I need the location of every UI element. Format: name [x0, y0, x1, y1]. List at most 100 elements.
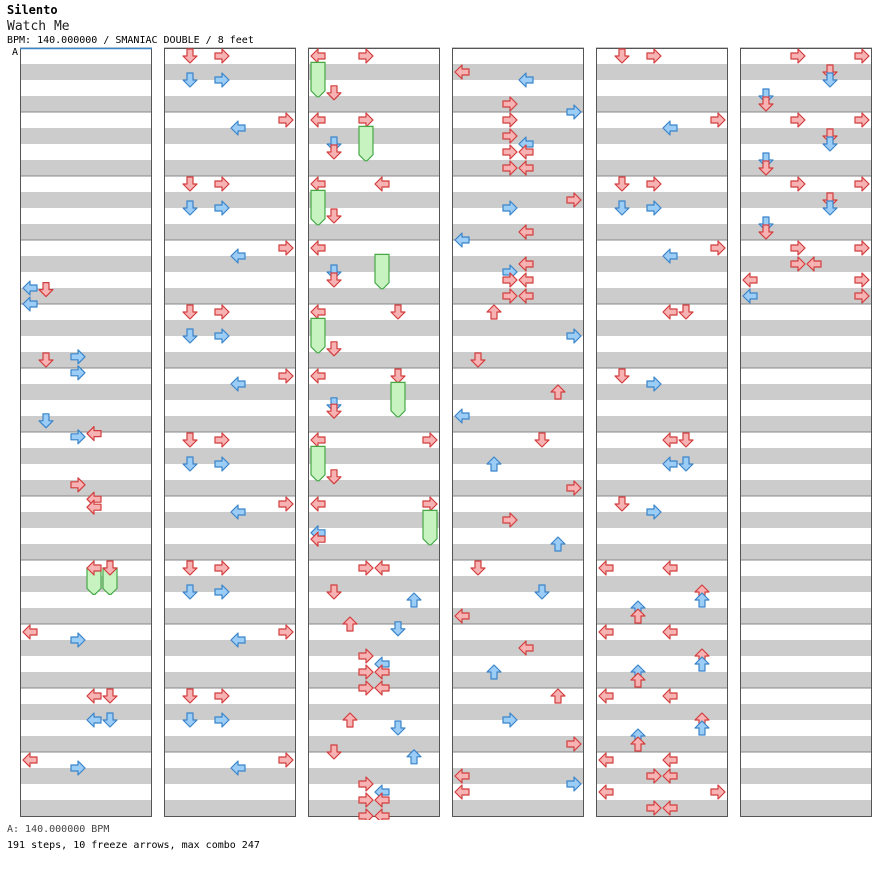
beat-stripe: [740, 64, 872, 80]
beat-stripe: [308, 384, 440, 400]
step-arrow: [678, 456, 694, 472]
beat-stripe: [596, 128, 728, 144]
step-arrow: [710, 240, 726, 256]
step-arrow: [70, 365, 86, 381]
step-arrow: [566, 104, 582, 120]
step-arrow: [182, 432, 198, 448]
step-arrow: [278, 112, 294, 128]
beat-stripe: [740, 448, 872, 464]
step-arrow: [374, 792, 390, 808]
step-arrow: [374, 664, 390, 680]
beat-stripe: [740, 640, 872, 656]
step-chart: [20, 47, 872, 820]
step-arrow: [454, 784, 470, 800]
beat-stripe: [596, 192, 728, 208]
beat-stripe: [740, 800, 872, 816]
step-arrow: [662, 248, 678, 264]
beat-stripe: [164, 128, 296, 144]
chart-column: [164, 47, 296, 817]
step-arrow: [502, 96, 518, 112]
step-arrow: [518, 256, 534, 272]
step-arrow: [518, 144, 534, 160]
step-arrow: [502, 712, 518, 728]
beat-stripe: [164, 448, 296, 464]
beat-stripe: [20, 160, 152, 176]
step-arrow: [854, 288, 870, 304]
step-arrow: [70, 349, 86, 365]
beat-stripe: [596, 512, 728, 528]
step-arrow: [678, 432, 694, 448]
step-arrow: [646, 768, 662, 784]
step-arrow: [214, 72, 230, 88]
beat-stripe: [164, 352, 296, 368]
beat-stripe: [452, 544, 584, 560]
step-arrow: [598, 560, 614, 576]
step-arrow: [182, 328, 198, 344]
beat-stripe: [20, 224, 152, 240]
step-arrow: [86, 426, 102, 442]
beat-stripe: [596, 448, 728, 464]
step-arrow: [662, 432, 678, 448]
beat-stripe: [740, 672, 872, 688]
beat-stripe: [308, 128, 440, 144]
beat-stripe: [596, 576, 728, 592]
step-arrow: [214, 560, 230, 576]
step-arrow: [406, 749, 422, 765]
step-arrow: [214, 48, 230, 64]
step-arrow: [326, 744, 342, 760]
beat-stripe: [20, 64, 152, 80]
step-arrow: [326, 144, 342, 160]
step-arrow: [214, 304, 230, 320]
step-arrow: [854, 176, 870, 192]
step-arrow: [326, 469, 342, 485]
step-arrow: [38, 282, 54, 298]
step-arrow: [518, 160, 534, 176]
beat-stripe: [596, 608, 728, 624]
freeze-arrow: [374, 253, 390, 290]
section-marker: A: [12, 47, 19, 58]
beat-stripe: [164, 160, 296, 176]
step-arrow: [182, 688, 198, 704]
step-arrow: [854, 112, 870, 128]
beat-stripe: [452, 448, 584, 464]
step-arrow: [550, 688, 566, 704]
step-arrow: [502, 200, 518, 216]
step-arrow: [662, 800, 678, 816]
beat-stripe: [164, 544, 296, 560]
beat-stripe: [308, 768, 440, 784]
beat-stripe: [740, 384, 872, 400]
step-arrow: [358, 792, 374, 808]
step-arrow: [454, 232, 470, 248]
beat-stripe: [164, 256, 296, 272]
step-arrow: [230, 504, 246, 520]
beat-stripe: [596, 64, 728, 80]
step-arrow: [806, 256, 822, 272]
step-arrow: [790, 240, 806, 256]
step-arrow: [310, 112, 326, 128]
step-arrow: [566, 328, 582, 344]
beat-stripe: [20, 192, 152, 208]
step-arrow: [102, 688, 118, 704]
beat-stripe: [452, 736, 584, 752]
step-arrow: [662, 120, 678, 136]
freeze-arrow: [358, 125, 374, 162]
step-arrow: [310, 240, 326, 256]
step-arrow: [662, 560, 678, 576]
beat-stripe: [164, 512, 296, 528]
beat-stripe: [740, 160, 872, 176]
step-arrow: [182, 304, 198, 320]
column-border: [452, 48, 584, 817]
step-arrow: [598, 688, 614, 704]
step-arrow: [694, 720, 710, 736]
beat-stripe: [164, 416, 296, 432]
beat-stripe: [596, 640, 728, 656]
step-arrow: [358, 776, 374, 792]
beat-stripe: [740, 192, 872, 208]
step-arrow: [614, 200, 630, 216]
step-arrow: [22, 280, 38, 296]
step-arrow: [182, 48, 198, 64]
step-arrow: [630, 736, 646, 752]
step-arrow: [374, 680, 390, 696]
step-arrow: [214, 328, 230, 344]
step-arrow: [374, 560, 390, 576]
